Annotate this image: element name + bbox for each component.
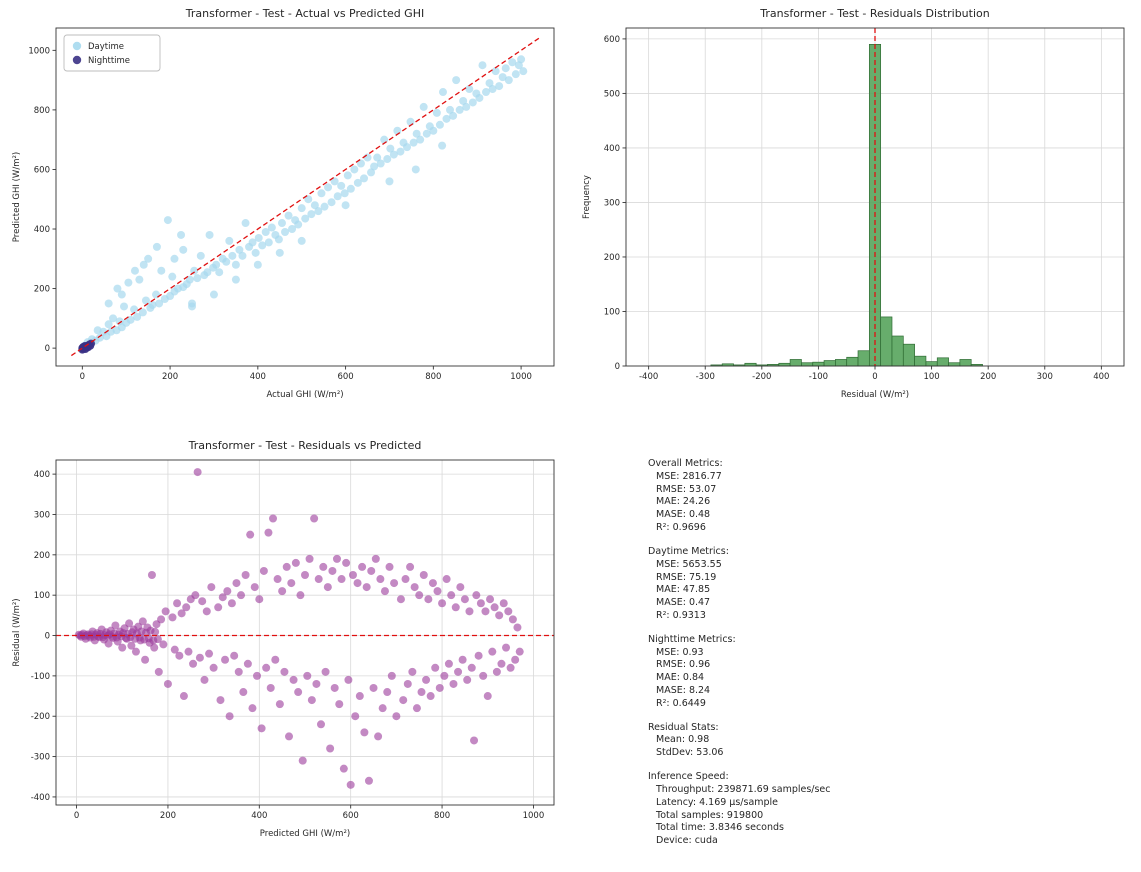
svg-text:-100: -100: [809, 372, 828, 382]
y-tick-label: 800: [34, 106, 50, 116]
metrics-line: R²: 0.9313: [656, 609, 706, 621]
chart-residuals-vs-predicted: 0 200 400 600 800 1000 -400 -300 -200 -100 0 100 200…: [8, 436, 566, 841]
svg-text:100: 100: [923, 372, 939, 382]
y-tick-label: 0: [45, 344, 50, 354]
svg-text:400: 400: [1093, 372, 1109, 382]
metrics-section-3: Residual Stats: Mean: 0.98 StdDev: 53.06: [648, 722, 1078, 760]
x-axis-label: Residual (W/m²): [841, 390, 909, 400]
y-tick-label: 0: [615, 362, 620, 372]
chart-canvas-residuals-distribution: -400 -300 -200 -100 0 100 200 300 400 0 100 200 300 4…: [582, 7, 1125, 400]
chart-actual-vs-predicted: 0 200 400 600 800 1000 0 200 400 600 800 1000 Transf…: [8, 4, 566, 402]
metrics-section-title: Residual Stats:: [648, 721, 719, 733]
metrics-section-title: Overall Metrics:: [648, 458, 723, 469]
metrics-line: Total samples: 919800: [656, 809, 764, 821]
metrics-section-title: Daytime Metrics:: [648, 545, 729, 557]
svg-text:200: 200: [162, 372, 178, 382]
y-tick-label: 100: [604, 307, 620, 317]
y-tick-label: 0: [45, 632, 50, 642]
chart-residuals-distribution: -400 -300 -200 -100 0 100 200 300 400 0 100 200 300 4…: [578, 4, 1136, 402]
metrics-line: MASE: 0.48: [656, 509, 711, 521]
svg-text:400: 400: [251, 811, 267, 821]
svg-text:1000: 1000: [510, 372, 532, 382]
svg-text:-400: -400: [639, 372, 658, 382]
chart-canvas-actual-vs-predicted: 0 200 400 600 800 1000 0 200 400 600 800 1000 Transf…: [12, 7, 555, 400]
metrics-line: MAE: 0.84: [656, 672, 705, 684]
svg-text:0: 0: [74, 811, 79, 821]
y-tick-label: 300: [34, 510, 50, 520]
metrics-text-panel: Overall Metrics: MSE: 2816.77 RMSE: 53.07 M…: [648, 458, 1078, 859]
metrics-line: MASE: 8.24: [656, 685, 711, 696]
svg-text:200: 200: [160, 811, 176, 821]
metrics-section-2: Nighttime Metrics: MSE: 0.93 RMSE: 0.96 MAE…: [648, 634, 1078, 711]
x-axis-label: Predicted GHI (W/m²): [260, 829, 350, 839]
metrics-section-0: Overall Metrics: MSE: 2816.77 RMSE: 53.07 M…: [648, 458, 1078, 535]
y-tick-label: 200: [34, 285, 50, 295]
metrics-line: MSE: 0.93: [656, 646, 704, 658]
legend-label: Daytime: [88, 42, 124, 52]
metrics-line: Device: cuda: [656, 835, 718, 847]
y-axis-label: Predicted GHI (W/m²): [12, 152, 22, 242]
metrics-section-title: Inference Speed:: [648, 771, 729, 783]
y-tick-label: 400: [604, 144, 620, 154]
y-tick-label: 600: [604, 35, 620, 45]
y-tick-label: -100: [31, 672, 50, 682]
metrics-section-1: Daytime Metrics: MSE: 5653.55 RMSE: 75.19 M…: [648, 546, 1078, 623]
y-tick-label: 500: [604, 89, 620, 99]
svg-text:-200: -200: [752, 372, 771, 382]
svg-text:800: 800: [425, 372, 441, 382]
svg-text:300: 300: [1037, 372, 1053, 382]
svg-text:600: 600: [343, 811, 359, 821]
metrics-line: MSE: 2816.77: [656, 470, 722, 482]
svg-text:0: 0: [80, 372, 85, 382]
metrics-line: MASE: 0.47: [656, 597, 711, 609]
y-tick-label: 400: [34, 225, 50, 235]
metrics-line: Throughput: 239871.69 samples/sec: [656, 783, 831, 795]
metrics-section-4: Inference Speed: Throughput: 239871.69 sa…: [648, 771, 1078, 848]
metrics-line: R²: 0.6449: [656, 697, 706, 709]
svg-text:0: 0: [872, 372, 877, 382]
metrics-line: MAE: 47.85: [656, 584, 711, 596]
y-tick-label: 100: [34, 591, 50, 601]
y-tick-label: -400: [31, 793, 50, 803]
y-tick-label: 600: [34, 165, 50, 175]
y-tick-label: 1000: [28, 46, 50, 56]
metrics-line: RMSE: 53.07: [656, 483, 717, 495]
svg-text:400: 400: [250, 372, 266, 382]
chart-title: Transformer - Test - Actual vs Predicted…: [185, 7, 424, 20]
y-tick-label: -200: [31, 712, 50, 722]
svg-text:200: 200: [980, 372, 996, 382]
metrics-line: Mean: 0.98: [656, 734, 710, 746]
y-tick-label: 400: [34, 470, 50, 480]
svg-text:600: 600: [337, 372, 353, 382]
metrics-line: R²: 0.9696: [656, 522, 706, 534]
svg-text:800: 800: [434, 811, 450, 821]
x-axis-label: Actual GHI (W/m²): [266, 390, 343, 400]
chart-title: Transformer - Test - Residuals Distribut…: [759, 7, 989, 20]
metrics-line: Latency: 4.169 µs/sample: [656, 796, 779, 808]
metrics-line: StdDev: 53.06: [656, 747, 724, 759]
y-tick-label: -300: [31, 753, 50, 763]
svg-text:1000: 1000: [523, 811, 545, 821]
legend-label: Nighttime: [88, 56, 130, 66]
metrics-line: RMSE: 75.19: [656, 571, 717, 583]
y-axis-label: Residual (W/m²): [12, 598, 22, 666]
svg-text:-300: -300: [696, 372, 715, 382]
metrics-line: Total time: 3.8346 seconds: [656, 822, 784, 834]
y-tick-label: 300: [604, 198, 620, 208]
metrics-line: MSE: 5653.55: [656, 558, 722, 570]
y-axis-label: Frequency: [582, 175, 592, 219]
y-tick-label: 200: [604, 253, 620, 263]
metrics-line: RMSE: 0.96: [656, 659, 711, 671]
y-tick-label: 200: [34, 551, 50, 561]
metrics-section-title: Nighttime Metrics:: [648, 633, 736, 645]
chart-title: Transformer - Test - Residuals vs Predic…: [188, 439, 422, 452]
metrics-line: MAE: 24.26: [656, 496, 711, 508]
chart-canvas-residuals-vs-predicted: 0 200 400 600 800 1000 -400 -300 -200 -100 0 100 200…: [12, 439, 555, 839]
